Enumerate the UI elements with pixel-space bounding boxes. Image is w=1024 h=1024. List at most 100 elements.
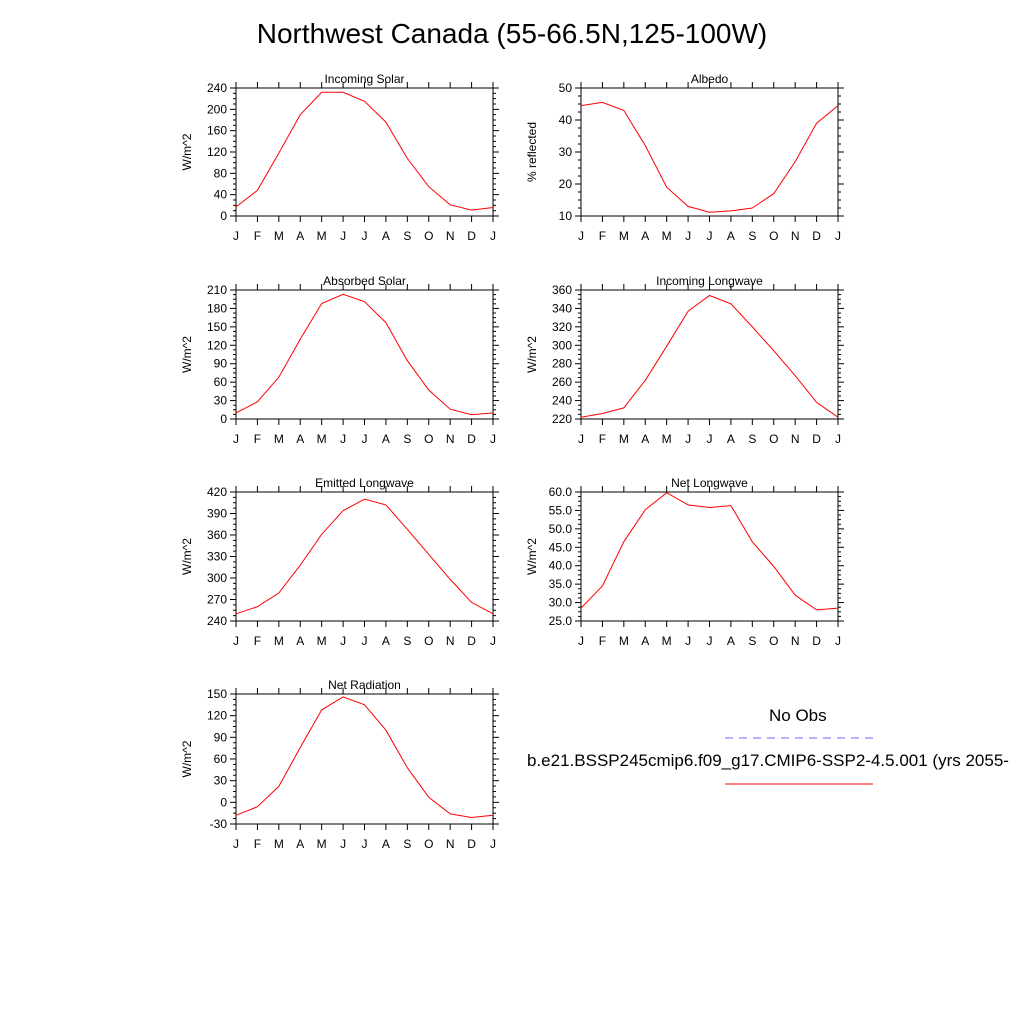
- y-tick-label: 45.0: [549, 540, 573, 554]
- y-tick-label: 300: [552, 338, 572, 352]
- x-tick-label: J: [340, 229, 346, 243]
- y-tick-label: 240: [207, 614, 227, 628]
- x-tick-label: O: [769, 634, 778, 648]
- x-tick-label: O: [424, 837, 433, 851]
- x-tick-label: M: [274, 229, 284, 243]
- y-tick-label: 390: [207, 507, 227, 521]
- x-tick-label: F: [599, 229, 606, 243]
- y-tick-label: 40.0: [549, 559, 573, 573]
- x-tick-label: O: [424, 229, 433, 243]
- x-tick-label: J: [835, 432, 841, 446]
- chart-title: Net Longwave: [671, 476, 748, 490]
- y-tick-label: 30: [559, 145, 573, 159]
- y-tick-label: 30.0: [549, 596, 573, 610]
- y-tick-label: 150: [207, 320, 227, 334]
- x-tick-label: J: [233, 634, 239, 648]
- x-tick-label: M: [662, 634, 672, 648]
- y-tick-label: 25.0: [549, 614, 573, 628]
- y-tick-label: 80: [214, 166, 228, 180]
- series-line: [580, 101, 839, 213]
- plot-frame: [235, 693, 494, 825]
- x-tick-label: D: [467, 229, 476, 243]
- x-tick-label: J: [835, 229, 841, 243]
- x-tick-label: M: [662, 432, 672, 446]
- chart-title: Net Radiation: [328, 678, 401, 692]
- y-tick-label: 420: [207, 485, 227, 499]
- y-tick-label: 0: [220, 209, 227, 223]
- x-tick-label: J: [707, 634, 713, 648]
- x-tick-label: O: [769, 229, 778, 243]
- page-title: Northwest Canada (55-66.5N,125-100W): [256, 18, 768, 49]
- x-tick-label: N: [791, 432, 800, 446]
- x-tick-label: F: [599, 432, 606, 446]
- x-tick-label: J: [362, 432, 368, 446]
- x-tick-label: S: [748, 634, 756, 648]
- legend-obs-label: No Obs: [769, 706, 827, 725]
- y-tick-label: 260: [552, 375, 572, 389]
- x-tick-label: M: [619, 432, 629, 446]
- y-tick-label: 280: [552, 357, 572, 371]
- series-line: [235, 91, 494, 211]
- y-tick-label: 50: [559, 81, 573, 95]
- x-tick-label: J: [490, 634, 496, 648]
- plot-frame: [235, 491, 494, 622]
- x-tick-label: J: [362, 634, 368, 648]
- y-tick-label: 40: [214, 188, 228, 202]
- legend-model-line: [725, 783, 873, 785]
- y-tick-label: 50.0: [549, 522, 573, 536]
- y-tick-label: 0: [220, 412, 227, 426]
- x-tick-label: J: [685, 432, 691, 446]
- chart-title: Incoming Solar: [324, 72, 404, 86]
- x-tick-label: A: [382, 229, 390, 243]
- chart-title: Emitted Longwave: [315, 476, 414, 490]
- y-tick-label: 220: [552, 412, 572, 426]
- x-tick-label: J: [340, 837, 346, 851]
- x-tick-label: D: [812, 432, 821, 446]
- x-tick-label: M: [274, 837, 284, 851]
- y-tick-label: 240: [207, 81, 227, 95]
- y-tick-label: 210: [207, 283, 227, 297]
- plot-frame: [235, 289, 494, 420]
- x-tick-label: F: [599, 634, 606, 648]
- x-tick-label: A: [727, 634, 735, 648]
- x-tick-label: M: [317, 229, 327, 243]
- x-tick-label: J: [707, 432, 713, 446]
- y-tick-label: 270: [207, 593, 227, 607]
- x-tick-label: N: [791, 229, 800, 243]
- y-tick-label: 240: [552, 394, 572, 408]
- x-tick-label: A: [296, 432, 304, 446]
- x-tick-label: A: [296, 634, 304, 648]
- plot-frame: [580, 87, 839, 217]
- series-line: [580, 294, 839, 418]
- x-tick-label: M: [317, 634, 327, 648]
- chart-title: Albedo: [691, 72, 729, 86]
- y-tick-label: 200: [207, 102, 227, 116]
- plot-frame: [235, 87, 494, 217]
- x-tick-label: M: [619, 634, 629, 648]
- x-tick-label: S: [748, 229, 756, 243]
- y-axis-label: W/m^2: [180, 538, 194, 575]
- x-tick-label: A: [727, 229, 735, 243]
- y-tick-label: 0: [220, 795, 227, 809]
- x-tick-label: M: [274, 634, 284, 648]
- y-axis-label: W/m^2: [180, 336, 194, 373]
- y-axis-label: W/m^2: [525, 336, 539, 373]
- series-line: [235, 498, 494, 615]
- y-tick-label: 30: [214, 394, 228, 408]
- chart-title: Absorbed Solar: [323, 274, 406, 288]
- chart-title: Incoming Longwave: [656, 274, 763, 288]
- y-tick-label: 360: [207, 528, 227, 542]
- x-tick-label: J: [685, 634, 691, 648]
- y-tick-label: 55.0: [549, 503, 573, 517]
- y-tick-label: 180: [207, 301, 227, 315]
- x-tick-label: J: [707, 229, 713, 243]
- y-tick-label: 120: [207, 709, 227, 723]
- series-line: [235, 293, 494, 416]
- y-tick-label: 340: [552, 301, 572, 315]
